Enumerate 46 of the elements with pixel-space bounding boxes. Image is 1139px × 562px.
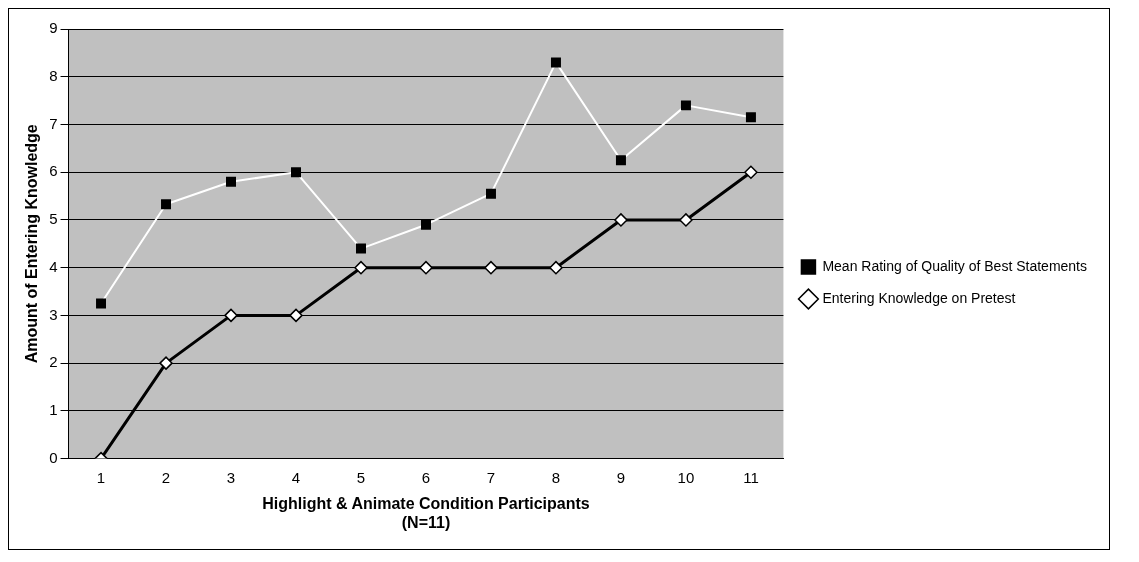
point (161, 199, 172, 210)
y-tick-label: 3 (49, 305, 58, 323)
point (485, 188, 496, 199)
point (679, 213, 693, 227)
x-tick-label: 2 (161, 468, 171, 486)
y-tick-label: 9 (49, 19, 58, 37)
point (96, 298, 107, 309)
y-tick-label: 8 (49, 66, 58, 84)
point (550, 57, 561, 68)
point (680, 100, 691, 111)
point (745, 112, 756, 123)
point (484, 260, 498, 275)
point (289, 308, 303, 323)
point (615, 155, 626, 166)
point (354, 260, 368, 275)
y-axis-title: Amount of Entering Knowledge (23, 124, 41, 364)
y-tick-label: 7 (49, 114, 58, 132)
point (420, 219, 431, 230)
y-tick-label: 2 (49, 353, 58, 371)
x-tick-label: 11 (743, 468, 759, 486)
point (226, 176, 237, 187)
point (614, 213, 628, 227)
x-tick-label: 10 (677, 468, 695, 486)
point (159, 356, 173, 370)
legend-label: Mean Rating of Quality of Best Statements (822, 257, 1087, 274)
point (549, 260, 563, 275)
x-tick-label: 4 (291, 468, 301, 486)
y-tick-label: 6 (49, 162, 58, 180)
x-tick-label: 3 (226, 468, 236, 486)
y-tick-label: 0 (49, 448, 58, 466)
point (356, 243, 366, 254)
x-tick-label: 7 (486, 468, 496, 486)
point (291, 167, 301, 178)
x-tick-label: 6 (421, 468, 431, 486)
x-tick-label: 1 (96, 468, 106, 486)
point (744, 165, 758, 179)
x-axis-title: Highlight & Animate Condition Participants (N=11) (262, 494, 590, 531)
y-tick-label: 5 (49, 210, 58, 228)
y-tick-label: 1 (49, 401, 58, 419)
legend-label: Entering Knowledge on Pretest (822, 289, 1016, 306)
x-tick-label: 5 (356, 468, 366, 486)
point (224, 308, 238, 323)
point (419, 260, 433, 275)
y-tick-label: 4 (49, 257, 58, 275)
x-tick-label: 9 (616, 468, 626, 486)
x-tick-label: 8 (551, 468, 561, 486)
